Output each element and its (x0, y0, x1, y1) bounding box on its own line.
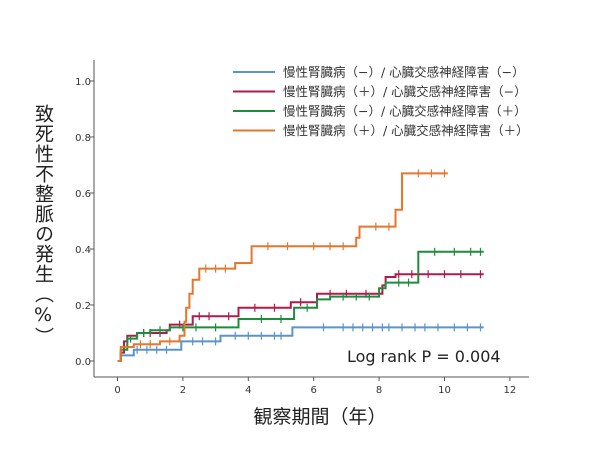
y-tick-label: 1.0 (75, 77, 91, 88)
series-3 (117, 247, 484, 362)
legend-label-4: 慢性腎臓病（＋）/ 心臓交感神経障害（＋） (283, 123, 529, 138)
x-tick-label: 10 (438, 385, 451, 396)
x-tick-label: 2 (180, 385, 186, 396)
series-line-2 (117, 273, 484, 362)
y-tick-label: 0.2 (75, 301, 91, 312)
series-1 (117, 323, 484, 362)
x-tick-label: 0 (114, 385, 120, 396)
legend: 慢性腎臓病（−）/ 心臓交感神経障害（−） 慢性腎臓病（＋）/ 心臓交感神経障害（… (233, 65, 529, 138)
series-line-3 (117, 250, 484, 362)
log-rank-annotation: Log rank P = 0.004 (347, 347, 501, 366)
legend-label-2: 慢性腎臓病（＋）/ 心臓交感神経障害（−） (283, 84, 527, 99)
legend-label-3: 慢性腎臓病（−）/ 心臓交感神経障害（＋） (283, 104, 527, 119)
y-axis-label: 致死性不整脈の発生（%） (32, 104, 54, 347)
y-tick-label: 0.0 (75, 357, 91, 368)
y-tick-label: 0.8 (75, 133, 91, 144)
series-line-1 (117, 326, 484, 362)
legend-label-1: 慢性腎臓病（−）/ 心臓交感神経障害（−） (283, 65, 525, 80)
x-tick-label: 6 (311, 385, 317, 396)
axes: 0 2 4 6 8 10 12 0.0 0.2 0.4 0.6 0.8 1.0 (75, 60, 529, 396)
series-line-4 (117, 172, 448, 362)
series-4 (117, 169, 448, 362)
x-axis-label: 観察期間（年） (253, 406, 387, 428)
y-tick-label: 0.4 (75, 245, 91, 256)
y-tick-label: 0.6 (75, 189, 91, 200)
series-layer (117, 169, 484, 362)
x-tick-label: 8 (376, 385, 382, 396)
x-tick-label: 4 (245, 385, 251, 396)
x-tick-label: 12 (504, 385, 517, 396)
